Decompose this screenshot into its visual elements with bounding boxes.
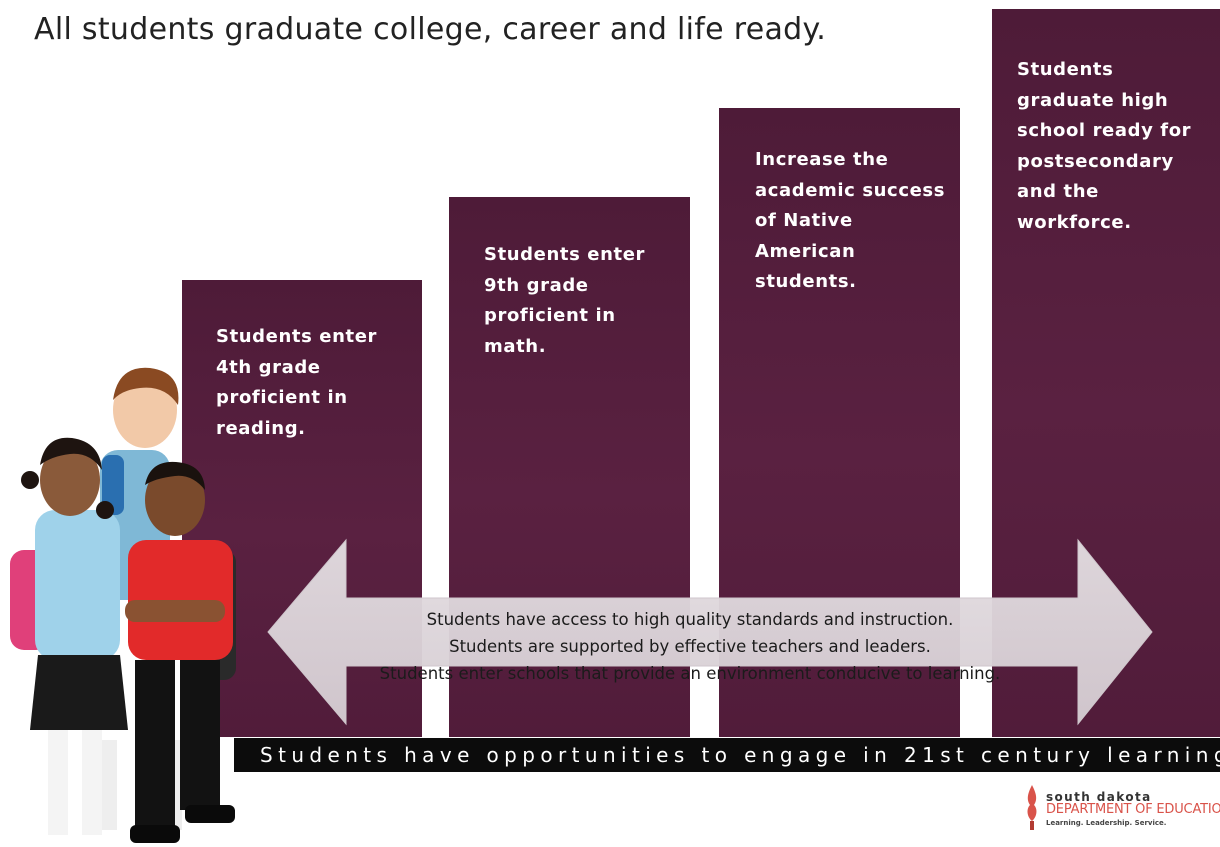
arrow-line-2: Students are supported by effective teac…	[449, 637, 931, 656]
girl-figure	[10, 437, 128, 835]
boy-front-figure	[125, 461, 236, 843]
step-4-text: Students graduate high school ready for …	[1017, 59, 1192, 233]
bottom-banner: Students have opportunities to engage in…	[234, 738, 1220, 772]
step-3-text: Increase the academic success of Native …	[755, 149, 946, 292]
arrow-line-3: Students enter schools that provide an e…	[379, 664, 1001, 683]
step-2-text: Students enter 9th grade proficient in m…	[484, 244, 645, 357]
students-photo	[10, 367, 236, 843]
arrow-line-1: Students have access to high quality sta…	[426, 610, 954, 629]
logo-line-2: DEPARTMENT OF EDUCATIO	[1046, 802, 1220, 817]
page-title: All students graduate college, career an…	[34, 12, 827, 47]
step-1-text: Students enter 4th grade proficient in r…	[216, 326, 377, 439]
bottom-banner-text: Students have opportunities to engage in…	[260, 743, 1220, 767]
foundation-double-arrow	[267, 538, 1153, 726]
sd-doe-logo: south dakota DEPARTMENT OF EDUCATIO Lear…	[1024, 783, 1220, 833]
logo-tagline: Learning. Leadership. Service.	[1046, 819, 1167, 827]
arrow-text: Students have access to high quality sta…	[330, 606, 1050, 687]
flame-icon	[1027, 785, 1037, 830]
logo-line-1: south dakota	[1046, 790, 1152, 804]
